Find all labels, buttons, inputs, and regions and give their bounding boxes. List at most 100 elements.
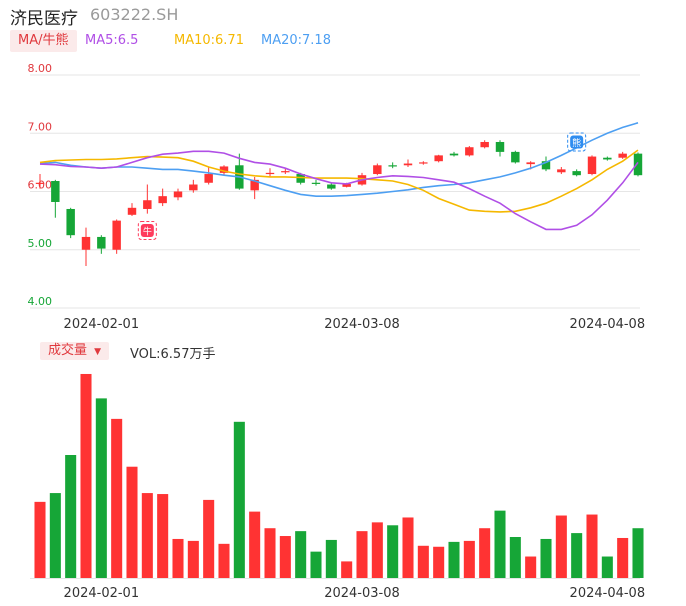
candle-body xyxy=(250,179,259,191)
candle-body xyxy=(419,162,428,164)
candle-body xyxy=(572,171,581,176)
candle-body xyxy=(173,191,183,198)
volume-indicator-button[interactable]: 成交量 ▼ xyxy=(40,342,110,360)
candle-body xyxy=(633,153,643,176)
dropdown-caret-icon: ▼ xyxy=(94,347,102,357)
ma20-label: MA20:7.18 xyxy=(261,33,331,48)
volume-bar xyxy=(341,561,353,578)
candle-body xyxy=(35,182,45,184)
volume-bar xyxy=(356,531,368,578)
volume-bar xyxy=(601,556,613,578)
candle-body xyxy=(265,172,275,175)
volume-bar xyxy=(325,539,337,578)
candle-body xyxy=(281,171,290,173)
volume-xtick-label: 2024-02-01 xyxy=(64,586,140,601)
ma5-line xyxy=(39,150,639,231)
candle-body xyxy=(51,181,60,202)
volume-bar xyxy=(417,545,429,578)
volume-bar xyxy=(402,517,414,578)
volume-bar xyxy=(509,537,521,578)
volume-bar xyxy=(463,540,475,578)
candle-body xyxy=(449,153,459,156)
candle-body xyxy=(480,141,489,148)
candle-body xyxy=(204,174,213,183)
volume-bar xyxy=(264,528,276,578)
candle-body xyxy=(511,151,520,163)
price-ytick-label: 8.00 xyxy=(28,62,53,75)
ma-indicator-button[interactable]: MA/牛熊 xyxy=(10,30,77,52)
candle-body xyxy=(465,147,474,156)
volume-xtick-label: 2024-04-08 xyxy=(570,586,646,601)
candle-body xyxy=(311,182,321,184)
price-ytick-label: 5.00 xyxy=(28,237,53,250)
volume-bar xyxy=(157,494,169,578)
volume-bar xyxy=(632,528,644,578)
volume-bar xyxy=(555,515,567,578)
candle-body xyxy=(603,157,612,160)
candle-body xyxy=(373,165,382,175)
price-xtick-label: 2024-02-01 xyxy=(64,317,140,332)
volume-bar xyxy=(141,493,153,578)
volume-bar xyxy=(617,537,629,578)
volume-bar xyxy=(387,525,399,578)
volume-bar xyxy=(448,541,460,578)
bull-marker-icon: 牛 xyxy=(137,221,157,241)
candle-body xyxy=(495,141,505,152)
volume-bar xyxy=(126,466,138,578)
volume-bar xyxy=(203,499,215,578)
volume-bar xyxy=(586,514,598,578)
price-xtick-label: 2024-03-08 xyxy=(324,317,400,332)
volume-bar xyxy=(371,522,383,578)
price-ytick-label: 7.00 xyxy=(28,120,53,133)
candle-body xyxy=(587,156,597,175)
candle-body xyxy=(342,183,351,187)
candle-body xyxy=(66,208,75,236)
volume-bar xyxy=(65,455,77,578)
volume-bar xyxy=(49,493,61,578)
candle-body xyxy=(434,155,443,162)
ma10-line xyxy=(39,149,639,213)
ma10-label: MA10:6.71 xyxy=(174,33,244,48)
svg-text:牛: 牛 xyxy=(143,226,152,238)
volume-bar xyxy=(233,421,245,578)
volume-bar xyxy=(172,538,184,578)
volume-bar xyxy=(249,511,261,578)
candle-body xyxy=(127,207,137,215)
price-ytick-label: 4.00 xyxy=(28,295,53,308)
volume-value: VOL:6.57万手 xyxy=(130,347,216,362)
candle-body xyxy=(219,166,229,173)
candle-body xyxy=(158,196,167,204)
candle-body xyxy=(541,161,551,170)
volume-bar xyxy=(540,538,552,578)
stock-code: 603222.SH xyxy=(90,5,179,24)
volume-bar xyxy=(111,418,123,578)
volume-bar xyxy=(571,533,583,578)
volume-bar xyxy=(479,528,491,578)
volume-bar xyxy=(34,501,46,578)
volume-button-label: 成交量 xyxy=(48,343,88,358)
ma5-label: MA5:6.5 xyxy=(85,33,139,48)
volume-bar xyxy=(218,543,230,578)
volume-bar xyxy=(525,556,537,578)
volume-bar xyxy=(310,551,322,578)
svg-text:熊: 熊 xyxy=(572,137,581,149)
candle-body xyxy=(388,165,397,167)
bear-marker-icon: 熊 xyxy=(567,132,587,152)
candle-body xyxy=(557,169,566,173)
candle-body xyxy=(143,200,152,209)
candle-body xyxy=(189,184,198,191)
stock-name: 济民医疗 xyxy=(10,9,78,29)
volume-bar xyxy=(494,510,506,578)
volume-bar xyxy=(295,531,307,578)
candle-body xyxy=(81,236,91,250)
candle-body xyxy=(112,220,121,250)
volume-bar xyxy=(95,398,107,578)
price-xtick-label: 2024-04-08 xyxy=(570,317,646,332)
candle-body xyxy=(327,184,336,189)
volume-bar xyxy=(279,536,291,578)
ma20-line xyxy=(39,122,639,197)
volume-bar xyxy=(80,373,92,578)
candle-body xyxy=(526,162,535,165)
volume-xtick-label: 2024-03-08 xyxy=(324,586,400,601)
